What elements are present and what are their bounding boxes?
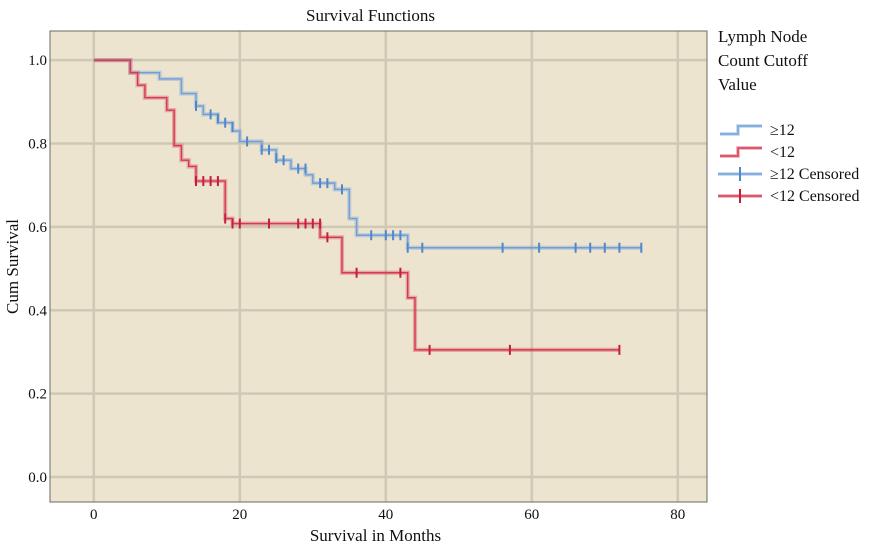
legend-entry: <12 [720, 144, 795, 161]
y-tick-label: 0.4 [28, 303, 47, 319]
y-tick-label: 0.6 [28, 220, 47, 236]
y-axis-title: Cum Survival [3, 219, 22, 314]
x-tick-label: 40 [378, 507, 393, 523]
series-line [93, 59, 620, 351]
y-tick-label: 1.0 [28, 53, 47, 69]
legend-swatch [720, 125, 762, 135]
legend-swatch-halo [720, 124, 762, 136]
series-ge12 [93, 58, 643, 253]
y-tick-label: 0.8 [28, 137, 47, 153]
tick-labels: 0 20 40 60 80 0.0 0.2 0.4 0.6 0.8 1.0 [28, 53, 685, 523]
legend-entry: ≥12 [720, 122, 795, 139]
plot-background [50, 31, 707, 502]
legend: Lymph Node Count Cutoff Value ≥12 <12 ≥12 Cen… [718, 27, 859, 205]
y-tick-label: 0.0 [28, 470, 47, 486]
legend-swatch-halo [720, 146, 762, 158]
series-lt12 [93, 58, 621, 355]
legend-entry: ≥12 Censored [718, 166, 859, 183]
plot-frame [49, 30, 708, 503]
legend-label: <12 Censored [770, 188, 859, 205]
legend-label: <12 [770, 144, 795, 161]
series-layer [93, 58, 643, 355]
y-tick-label: 0.2 [28, 387, 47, 403]
legend-title-line: Value [718, 75, 757, 94]
x-tick-label: 80 [670, 507, 685, 523]
x-tick-label: 60 [524, 507, 539, 523]
legend-label: ≥12 Censored [770, 166, 859, 183]
legend-label: ≥12 [770, 122, 795, 139]
legend-title-line: Lymph Node [718, 27, 807, 46]
grid-lines [50, 31, 707, 502]
legend-swatch [720, 147, 762, 157]
chart-title: Survival Functions [306, 6, 435, 25]
x-axis-title: Survival in Months [310, 526, 441, 545]
legend-entry: <12 Censored [718, 188, 859, 205]
legend-title-line: Count Cutoff [718, 51, 808, 70]
x-tick-label: 20 [232, 507, 247, 523]
x-tick-label: 0 [90, 507, 98, 523]
